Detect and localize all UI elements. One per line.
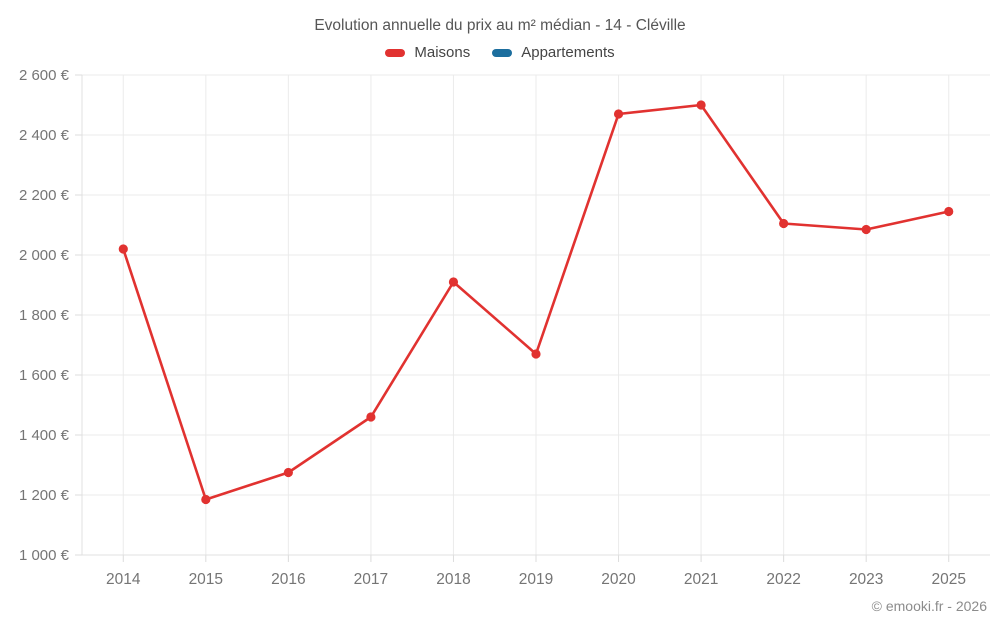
data-point-maisons-2014[interactable] <box>118 244 128 254</box>
data-point-maisons-2018[interactable] <box>448 277 459 287</box>
y-axis-label: 1 600 € <box>19 367 70 384</box>
data-point-maisons-2023[interactable] <box>861 224 871 235</box>
y-axis-label: 2 400 € <box>19 127 70 144</box>
x-axis-label: 2019 <box>519 571 553 588</box>
x-axis-label: 2021 <box>684 571 718 588</box>
credit-text: © emooki.fr - 2026 <box>871 598 987 614</box>
legend-swatch <box>385 48 406 57</box>
x-axis-label: 2014 <box>106 571 141 588</box>
x-axis-label: 2016 <box>271 571 305 588</box>
data-point-maisons-2021[interactable] <box>696 100 706 110</box>
data-point-maisons-2019[interactable] <box>531 349 541 359</box>
data-point-maisons-2016[interactable] <box>283 467 293 478</box>
chart-legend: Maisons Appartements <box>0 44 1000 61</box>
x-axis-label: 2023 <box>849 571 883 588</box>
legend-item-maisons[interactable]: Maisons <box>385 44 470 61</box>
x-axis-label: 2025 <box>931 571 965 588</box>
y-axis-label: 1 800 € <box>19 307 70 324</box>
y-axis-label: 1 200 € <box>19 487 70 504</box>
x-axis-label: 2015 <box>189 571 223 588</box>
legend-item-appartements[interactable]: Appartements <box>492 44 615 61</box>
data-point-maisons-2017[interactable] <box>366 412 376 422</box>
x-axis-label: 2018 <box>436 571 470 588</box>
x-axis-label: 2020 <box>601 571 636 588</box>
y-axis-label: 1 000 € <box>19 547 70 564</box>
legend-label: Maisons <box>414 44 471 61</box>
data-point-maisons-2022[interactable] <box>779 218 789 229</box>
legend-label: Appartements <box>521 44 615 61</box>
y-axis-label: 2 600 € <box>19 67 70 84</box>
y-axis-label: 2 000 € <box>19 247 70 264</box>
legend-swatch <box>492 48 513 57</box>
x-axis-label: 2022 <box>766 571 800 588</box>
x-axis-label: 2017 <box>354 571 388 588</box>
y-axis-label: 1 400 € <box>19 427 70 444</box>
data-point-maisons-2025[interactable] <box>944 206 954 217</box>
data-point-maisons-2015[interactable] <box>201 494 211 505</box>
data-point-maisons-2020[interactable] <box>613 109 624 119</box>
chart-title: Evolution annuelle du prix au m² médian … <box>314 17 686 34</box>
y-axis-label: 2 200 € <box>19 187 70 204</box>
